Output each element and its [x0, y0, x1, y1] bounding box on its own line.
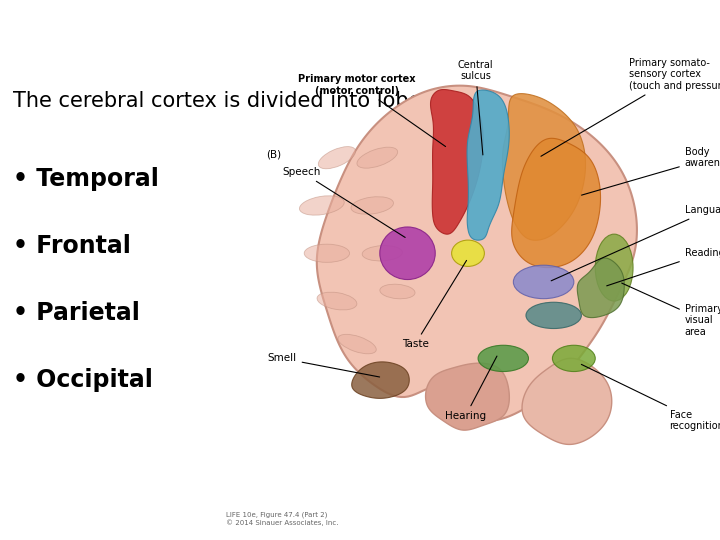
Ellipse shape: [595, 234, 633, 301]
Text: Body
awareness: Body awareness: [582, 147, 720, 195]
Text: • Parietal: • Parietal: [13, 301, 140, 325]
Ellipse shape: [380, 284, 415, 299]
Text: Reading: Reading: [607, 248, 720, 286]
Polygon shape: [522, 359, 612, 444]
Text: Primary somato-
sensory cortex
(touch and pressure): Primary somato- sensory cortex (touch an…: [541, 58, 720, 156]
Text: Primary
visual
area: Primary visual area: [622, 283, 720, 337]
Ellipse shape: [338, 334, 377, 354]
Text: LIFE 10e, Figure 47.4 (Part 2)
© 2014 Sinauer Associates, Inc.: LIFE 10e, Figure 47.4 (Part 2) © 2014 Si…: [226, 511, 338, 525]
Polygon shape: [317, 86, 637, 421]
Polygon shape: [503, 93, 585, 240]
Text: • Occipital: • Occipital: [13, 368, 153, 392]
Ellipse shape: [317, 292, 357, 310]
Text: (B): (B): [266, 150, 282, 160]
Ellipse shape: [300, 196, 344, 215]
Ellipse shape: [552, 345, 595, 372]
Text: Speech: Speech: [282, 167, 405, 238]
Text: The cerebral cortex is divided into lobes:: The cerebral cortex is divided into lobe…: [13, 91, 439, 111]
Ellipse shape: [357, 147, 397, 168]
Text: • Frontal: • Frontal: [13, 234, 131, 258]
Polygon shape: [467, 90, 509, 240]
Ellipse shape: [478, 345, 528, 372]
Ellipse shape: [318, 146, 356, 169]
Polygon shape: [426, 363, 509, 430]
Ellipse shape: [351, 197, 394, 214]
Text: • Temporal: • Temporal: [13, 167, 159, 191]
Text: Central
sulcus: Central sulcus: [458, 59, 493, 155]
Polygon shape: [577, 258, 624, 318]
Ellipse shape: [451, 240, 485, 266]
Text: Hearing: Hearing: [445, 356, 497, 421]
Text: Smell: Smell: [268, 353, 379, 377]
Polygon shape: [351, 362, 409, 399]
Text: Taste: Taste: [402, 260, 467, 349]
Text: Primary motor cortex
(motor control): Primary motor cortex (motor control): [298, 74, 446, 146]
Ellipse shape: [304, 244, 350, 262]
Ellipse shape: [362, 246, 402, 261]
Polygon shape: [512, 138, 600, 268]
Ellipse shape: [380, 227, 435, 280]
Ellipse shape: [526, 302, 582, 328]
Text: Face
recognition: Face recognition: [581, 364, 720, 431]
Ellipse shape: [513, 265, 574, 299]
Text: How Is the Mammalian Nervous System Organized?: How Is the Mammalian Nervous System Orga…: [9, 21, 548, 41]
Text: Language: Language: [552, 205, 720, 281]
Polygon shape: [431, 90, 483, 234]
